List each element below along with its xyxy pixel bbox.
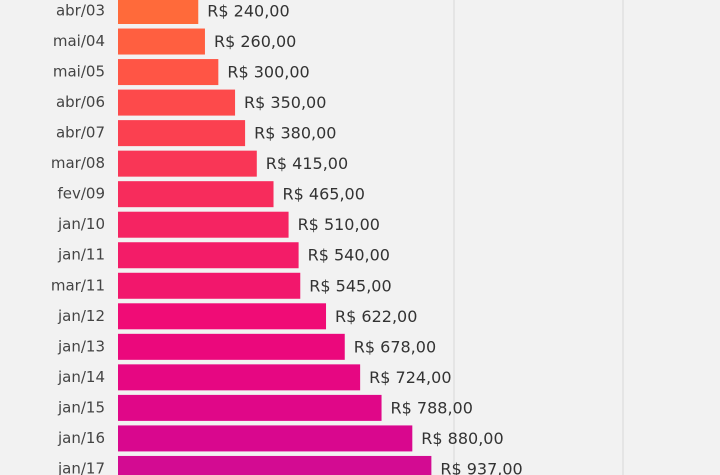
- bar: [118, 425, 413, 452]
- bar: [118, 242, 299, 269]
- category-label: mar/11: [51, 276, 105, 294]
- category-label: mai/05: [53, 63, 105, 81]
- category-label: jan/14: [57, 368, 105, 386]
- value-label: R$ 260,00: [214, 32, 296, 51]
- value-label: R$ 350,00: [244, 93, 326, 112]
- value-label: R$ 937,00: [440, 459, 522, 475]
- bar: [118, 28, 205, 55]
- value-label: R$ 240,00: [207, 2, 289, 21]
- category-label: jan/12: [57, 307, 105, 325]
- value-label: R$ 465,00: [283, 185, 365, 204]
- category-label: jan/13: [57, 337, 105, 355]
- value-label: R$ 415,00: [266, 154, 348, 173]
- category-label: abr/07: [56, 124, 105, 142]
- category-label: mai/04: [53, 32, 105, 50]
- bar: [118, 89, 236, 116]
- bar: [118, 333, 345, 360]
- bar: [118, 120, 246, 147]
- bar: [118, 455, 432, 475]
- category-label: jan/16: [57, 429, 105, 447]
- bar: [118, 150, 257, 177]
- category-label: jan/10: [57, 215, 105, 233]
- category-label: jan/17: [57, 459, 105, 475]
- value-label: R$ 788,00: [391, 398, 473, 417]
- value-label: R$ 545,00: [309, 276, 391, 295]
- category-label: jan/15: [57, 398, 105, 416]
- value-label: R$ 380,00: [254, 124, 336, 143]
- bar: [118, 59, 219, 86]
- value-label: R$ 724,00: [369, 368, 451, 387]
- value-label: R$ 622,00: [335, 307, 417, 326]
- value-label: R$ 678,00: [354, 337, 436, 356]
- bar: [118, 211, 289, 238]
- category-label: fev/09: [57, 185, 105, 203]
- value-label: R$ 300,00: [227, 63, 309, 82]
- category-label: mar/08: [51, 154, 105, 172]
- value-label: R$ 510,00: [298, 215, 380, 234]
- bar: [118, 181, 274, 208]
- value-label: R$ 540,00: [308, 246, 390, 265]
- value-label: R$ 880,00: [421, 429, 503, 448]
- category-label: abr/03: [56, 2, 105, 20]
- category-label: abr/06: [56, 93, 105, 111]
- bar: [118, 303, 327, 330]
- bar: [118, 394, 382, 421]
- category-label: jan/11: [57, 246, 105, 264]
- bar: [118, 0, 199, 24]
- bar: [118, 272, 301, 299]
- bar: [118, 364, 361, 391]
